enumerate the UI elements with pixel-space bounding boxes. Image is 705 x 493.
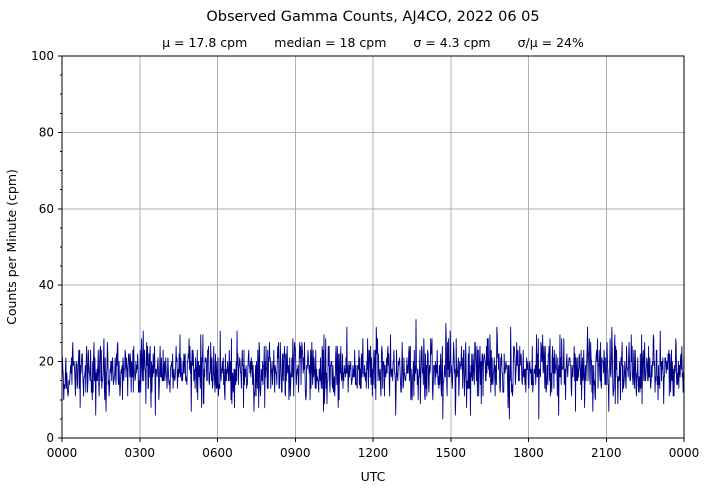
x-tick-label: 1800 bbox=[513, 446, 544, 460]
x-axis-label: UTC bbox=[361, 469, 386, 484]
tick-labels-layer: 0 20 40 60 80 100 0000 0300 0600 0900 1200 1500 1800… bbox=[31, 49, 699, 460]
plot-border bbox=[61, 55, 685, 439]
axes-layer bbox=[58, 55, 685, 442]
y-axis-label: Counts per Minute (cpm) bbox=[4, 169, 19, 325]
x-tick-label: 1200 bbox=[358, 446, 389, 460]
y-tick-label: 100 bbox=[31, 49, 54, 63]
y-tick-label: 40 bbox=[39, 278, 54, 292]
stat-sigma-ratio: σ/μ = 24% bbox=[518, 35, 584, 50]
chart-stats-line: μ = 17.8 cpm median = 18 cpm σ = 4.3 cpm σ/… bbox=[162, 35, 584, 50]
y-tick-label: 20 bbox=[39, 355, 54, 369]
stat-mean: μ = 17.8 cpm bbox=[162, 35, 247, 50]
y-tick-label: 80 bbox=[39, 125, 54, 139]
x-tick-label: 1500 bbox=[435, 446, 466, 460]
chart-title: Observed Gamma Counts, AJ4CO, 2022 06 05 bbox=[206, 9, 539, 25]
data-series-layer bbox=[61, 319, 685, 420]
y-tick-label: 0 bbox=[46, 431, 54, 445]
x-tick-label: 2100 bbox=[591, 446, 622, 460]
x-tick-label: 0000 bbox=[47, 446, 78, 460]
stat-median: median = 18 cpm bbox=[274, 35, 386, 50]
x-tick-label: 0900 bbox=[280, 446, 311, 460]
gamma-counts-series bbox=[61, 319, 685, 420]
stat-sigma: σ = 4.3 cpm bbox=[413, 35, 490, 50]
x-tick-label: 0600 bbox=[202, 446, 233, 460]
x-tick-label: 0300 bbox=[124, 446, 155, 460]
y-tick-label: 60 bbox=[39, 202, 54, 216]
x-tick-label: 0000 bbox=[669, 446, 700, 460]
